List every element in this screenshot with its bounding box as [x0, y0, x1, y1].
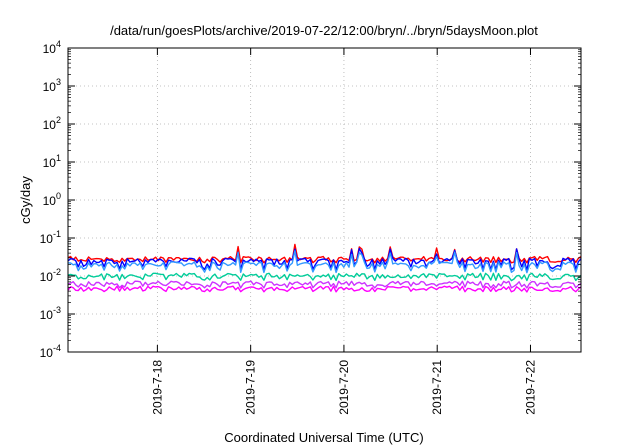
y-tick-label: 10-1 [40, 229, 61, 246]
y-tick-label: 102 [43, 115, 61, 132]
x-tick-label: 2019-7-20 [337, 360, 351, 415]
y-tick-label: 104 [43, 39, 61, 56]
y-axis-label: cGy/day [18, 176, 33, 224]
x-tick-label: 2019-7-22 [523, 360, 537, 415]
series-line [67, 243, 582, 264]
grid [68, 48, 581, 352]
chart-title: /data/run/goesPlots/archive/2019-07-22/1… [110, 23, 538, 38]
series-line [67, 250, 582, 274]
series-line [67, 280, 582, 289]
y-tick-label: 10-4 [40, 343, 61, 360]
x-tick-label: 2019-7-21 [430, 360, 444, 415]
y-axis: 10-4 10-3 10-2 10-1 100 101 102 103 104 [40, 39, 581, 360]
x-tick-label: 2019-7-19 [244, 360, 258, 415]
y-tick-label: 100 [43, 191, 61, 208]
series-line [67, 272, 582, 282]
plot-series [67, 243, 582, 293]
y-tick-label: 103 [43, 77, 61, 94]
y-tick-label: 10-3 [40, 305, 61, 322]
y-tick-label: 10-2 [40, 267, 61, 284]
x-axis-label: Coordinated Universal Time (UTC) [224, 430, 423, 445]
x-axis: 2019-7-18 2019-7-19 2019-7-20 2019-7-21 2019… [150, 48, 537, 415]
series-line [67, 285, 582, 293]
x-tick-label: 2019-7-18 [150, 360, 164, 415]
y-tick-label: 101 [43, 153, 61, 170]
